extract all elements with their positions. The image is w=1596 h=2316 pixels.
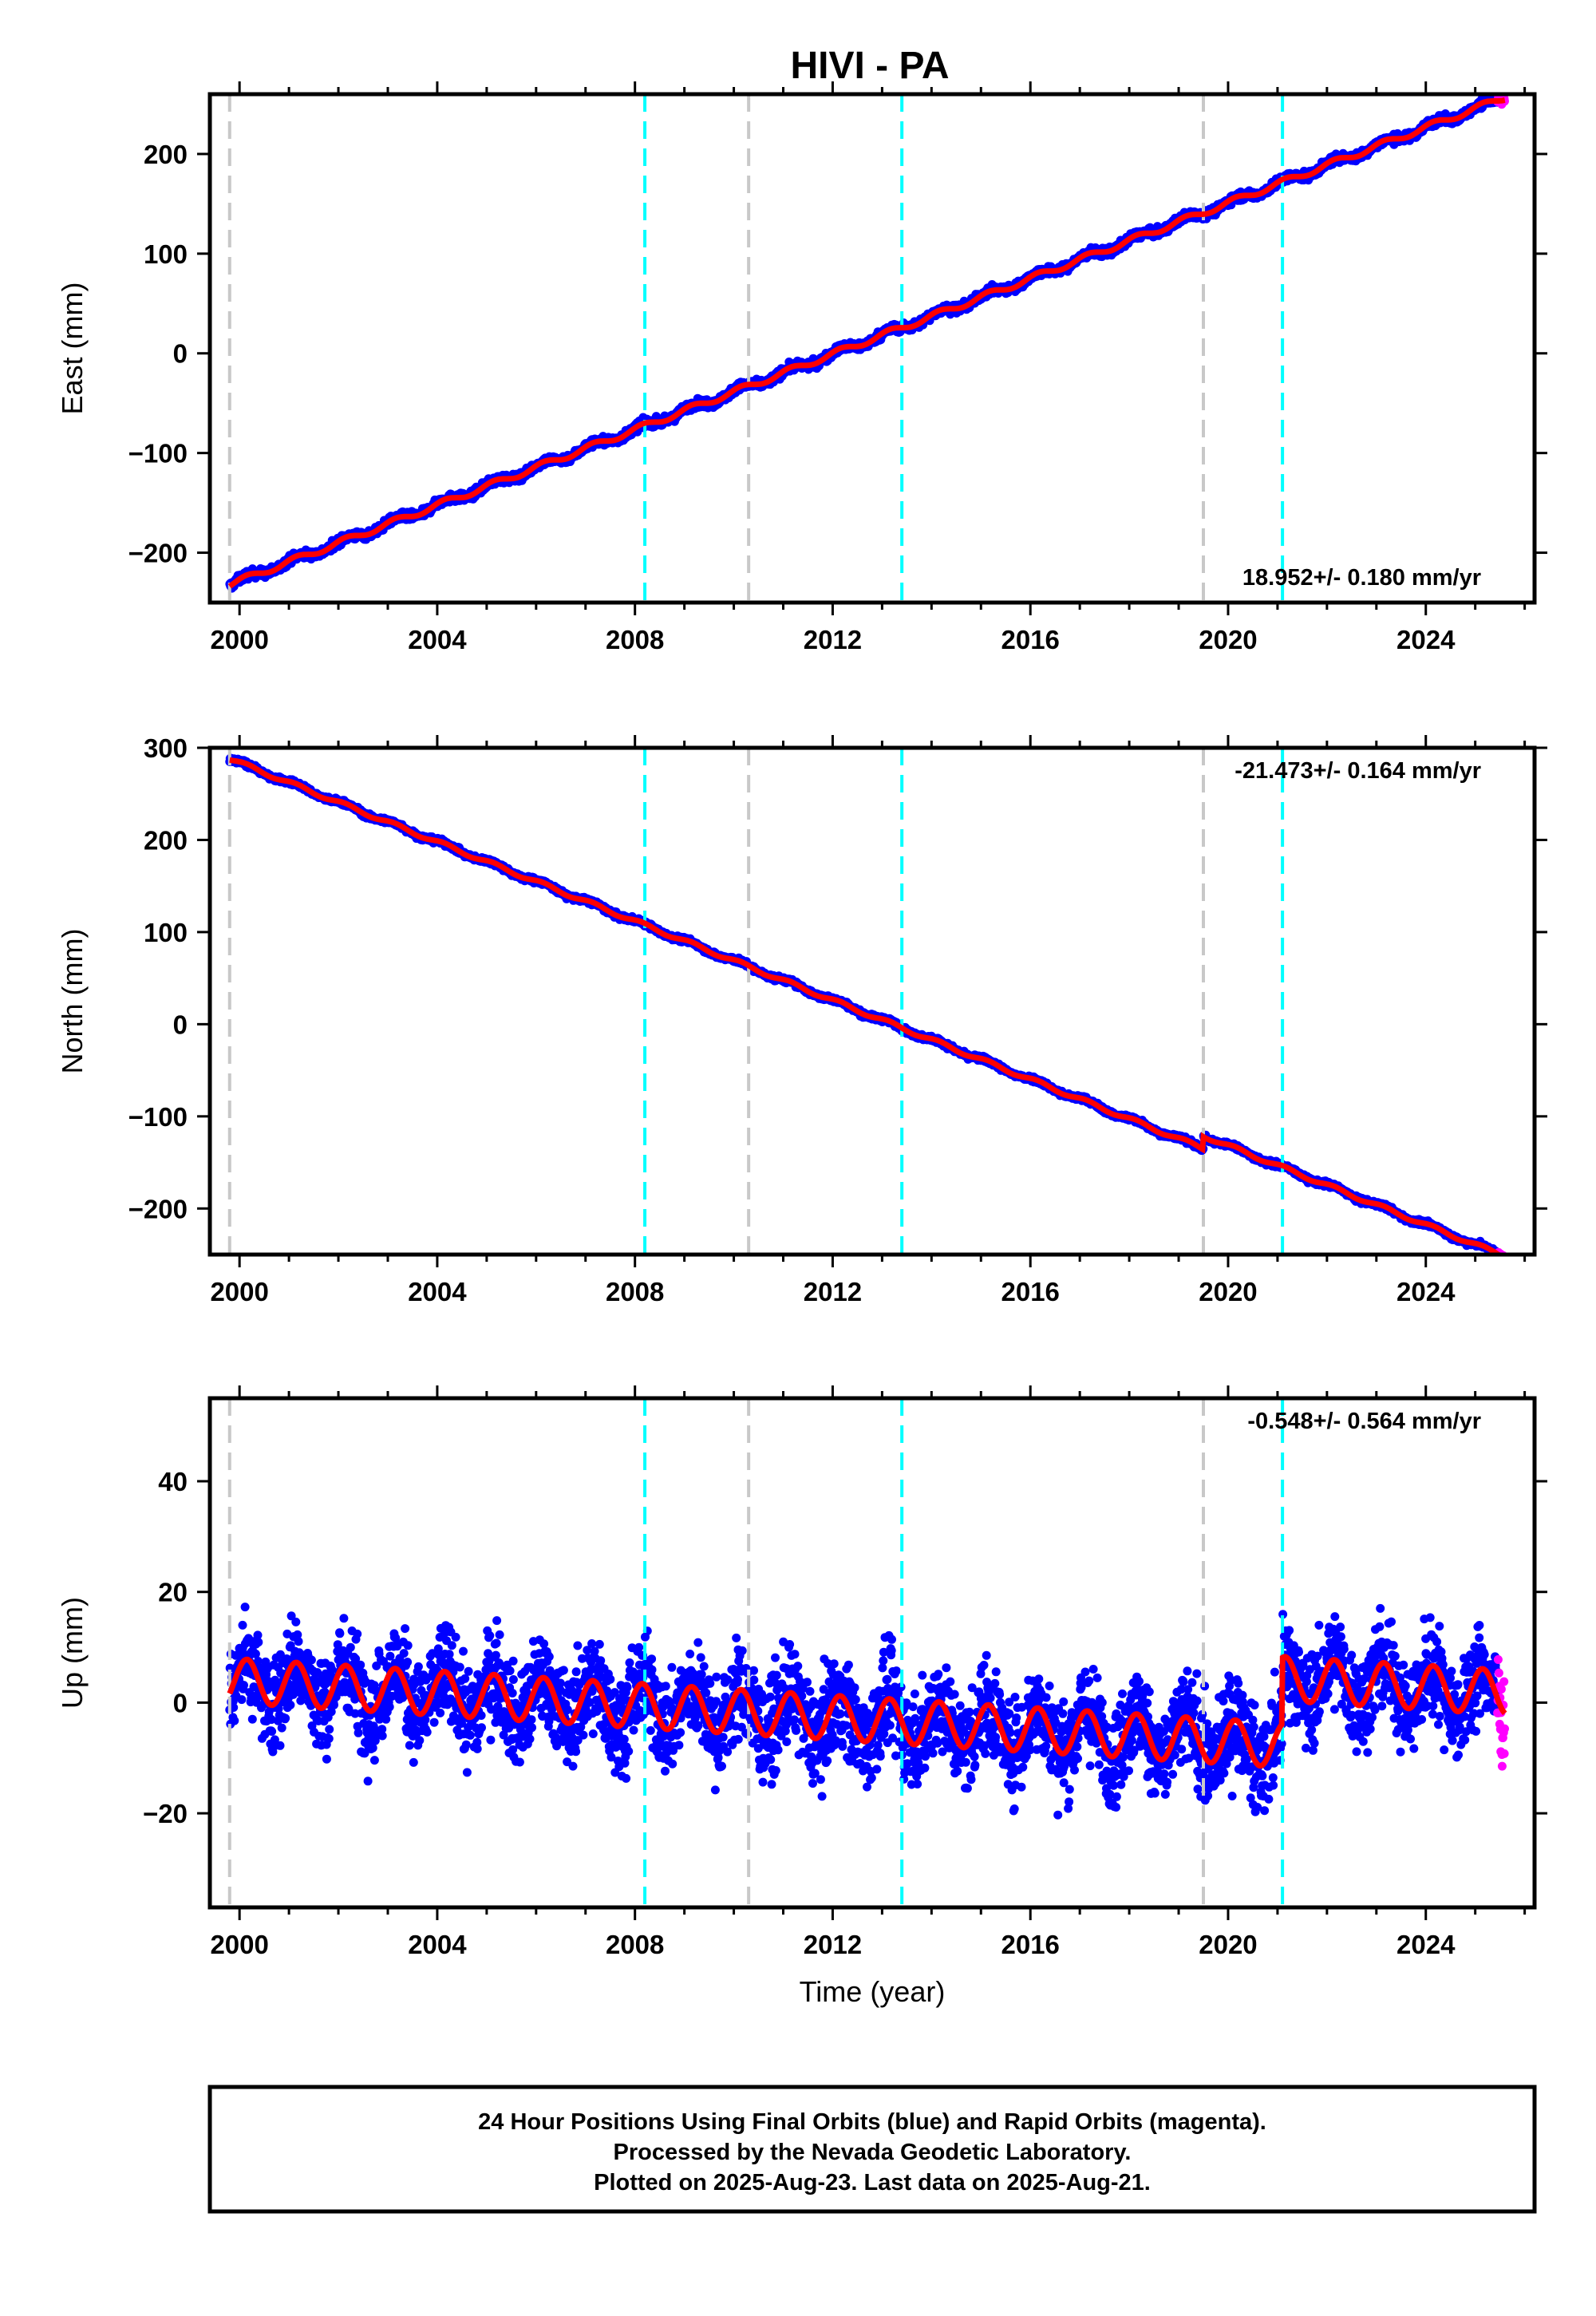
x-tick-label: 2012 <box>804 625 862 654</box>
y-tick-label: 100 <box>144 239 188 269</box>
north-panel: 2000 2004 2008 2012 2016 2020 2024−200−1000100… <box>56 733 1547 1306</box>
chart-title: HIVI - PA <box>790 45 949 87</box>
x-tick-label: 2020 <box>1199 625 1257 654</box>
y-tick-label: 0 <box>173 339 188 369</box>
plot-frame <box>207 92 1537 605</box>
y-tick-label: −100 <box>128 439 188 468</box>
plot-area <box>225 748 1508 1255</box>
data-points <box>225 753 1508 1255</box>
east-panel: 2000 2004 2008 2012 2016 2020 2024 −200 −100 0 100… <box>56 81 1547 654</box>
velocity-label: 18.952+/- 0.180 mm/yr <box>1242 565 1481 591</box>
x-tick-label: 2004 <box>408 625 467 654</box>
x-tick-label: 2000 <box>210 625 268 654</box>
y-tick-label: 200 <box>144 140 188 169</box>
y-axis-label: East (mm) <box>56 283 89 415</box>
model-fit-line <box>227 97 1506 589</box>
x-tick-label: 2008 <box>606 625 664 654</box>
x-tick-label: 2016 <box>1001 625 1059 654</box>
plot-area <box>225 94 1509 603</box>
x-tick-label: 2024 <box>1396 625 1456 654</box>
y-tick-label: −200 <box>128 539 188 568</box>
